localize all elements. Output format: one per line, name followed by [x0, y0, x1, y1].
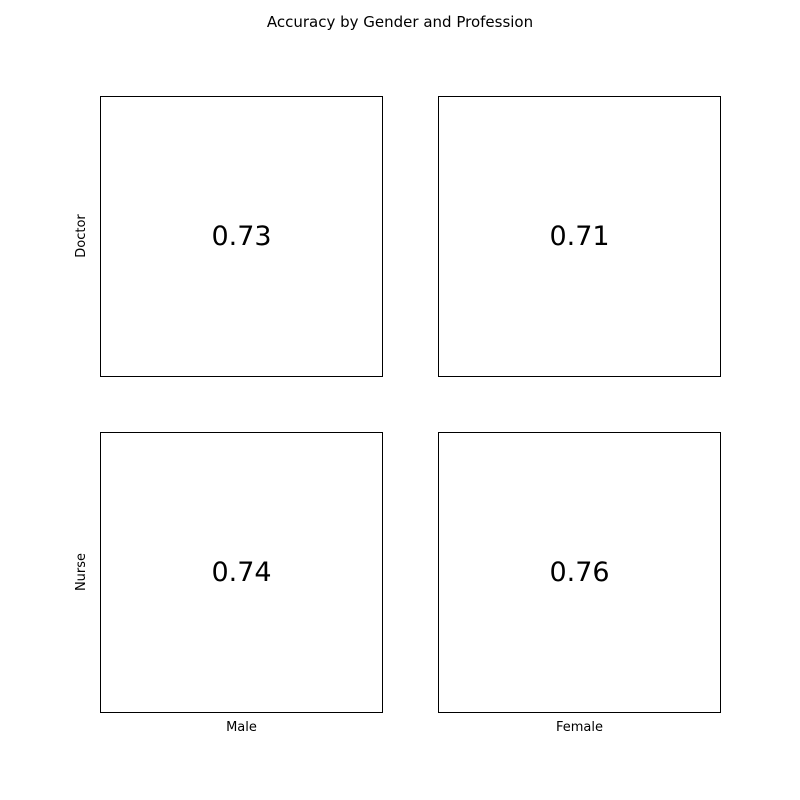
row-label-doctor-text: Doctor	[74, 214, 89, 258]
cell-value-doctor-male: 0.73	[211, 221, 272, 252]
cell-value-nurse-male: 0.74	[211, 557, 272, 588]
row-label-nurse-text: Nurse	[74, 552, 89, 592]
cell-doctor-female: 0.71	[438, 96, 721, 377]
column-label-female: Female	[555, 720, 603, 735]
cell-value-nurse-female: 0.76	[549, 557, 610, 588]
cell-nurse-male: 0.74	[100, 432, 383, 713]
cell-value-doctor-female: 0.71	[549, 221, 610, 252]
column-label-male: Male	[226, 720, 257, 735]
cell-nurse-female: 0.76	[438, 432, 721, 713]
chart-title: Accuracy by Gender and Profession	[266, 13, 534, 31]
cell-doctor-male: 0.73	[100, 96, 383, 377]
